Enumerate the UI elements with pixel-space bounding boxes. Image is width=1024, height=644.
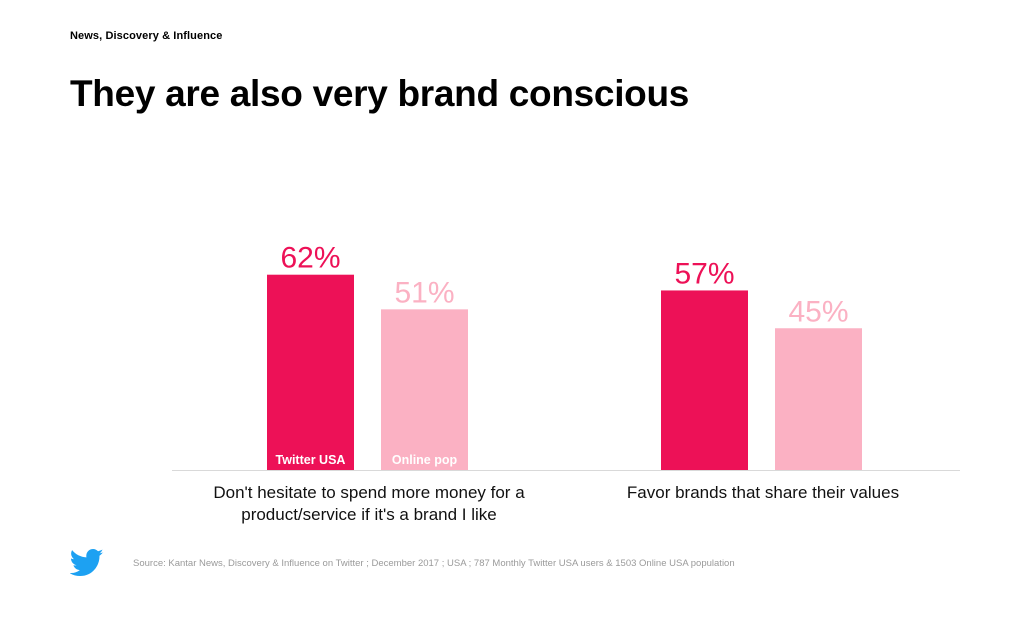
section-label: News, Discovery & Influence (70, 30, 223, 42)
bar-1-0 (661, 290, 748, 470)
category-label-0: Don't hesitate to spend more money for a… (213, 483, 525, 524)
data-label-1-1: 45% (788, 295, 848, 328)
page-title: They are also very brand conscious (70, 73, 690, 114)
category-label-1: Favor brands that share their values (626, 483, 900, 502)
series-label-0: Twitter USA (276, 453, 346, 467)
source-note: Source: Kantar News, Discovery & Influen… (133, 558, 735, 569)
series-label-1: Online pop (392, 453, 458, 467)
twitter-bird-icon (70, 548, 104, 577)
bar-1-1 (775, 328, 862, 470)
data-label-0-0: 62% (280, 242, 340, 275)
data-label-0-1: 51% (394, 276, 454, 309)
bar-0-0 (267, 274, 354, 470)
data-label-1-0: 57% (674, 257, 734, 290)
bar-0-1 (381, 309, 468, 470)
